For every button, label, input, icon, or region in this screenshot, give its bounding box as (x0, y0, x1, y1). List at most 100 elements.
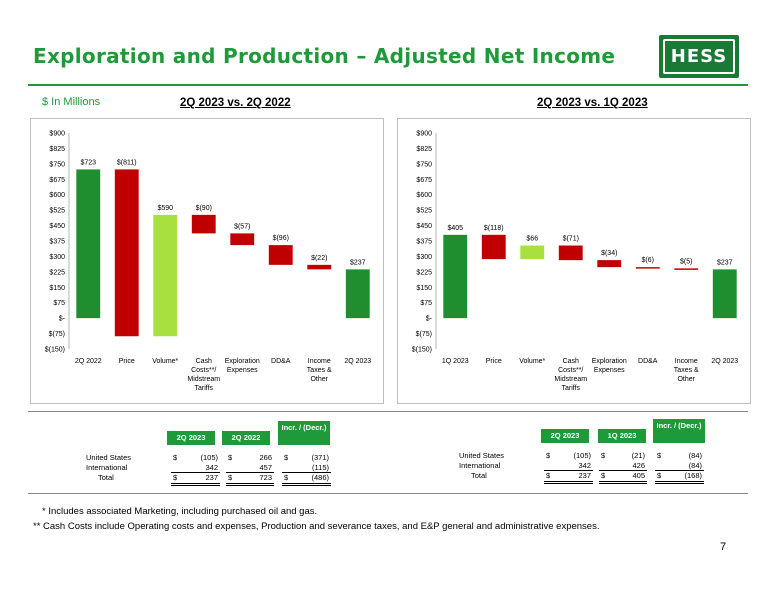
table-rule (655, 483, 704, 484)
waterfall-chart-left: $900 $825 $750 $675 $600 $525 $450 $375 $300 $225… (30, 118, 384, 404)
data-label: $(57) (234, 223, 250, 230)
waterfall-bar (76, 169, 101, 319)
category-label: Income Taxes & Other (674, 358, 699, 383)
table-left-header-2: 2Q 2022 (222, 431, 270, 445)
currency-symbol: $ (657, 451, 662, 460)
y-tick-label: $375 (416, 239, 432, 246)
category-label: Cash Costs**/Midstream Tariffs (187, 358, 220, 392)
table-row-label: Total (471, 471, 487, 480)
category-label: Price (119, 358, 135, 365)
table-rule (544, 481, 593, 482)
footnote-1: * Includes associated Marketing, includi… (42, 506, 318, 517)
waterfall-chart-right-svg: $900 $825 $750 $675 $600 $525 $450 $375 $300 $225… (412, 131, 739, 393)
category-label: Price (486, 358, 502, 365)
data-label: $(811) (117, 159, 137, 166)
table-rule (544, 483, 593, 484)
table-row-label: Total (98, 473, 114, 482)
table-rule (282, 472, 331, 473)
data-label: $237 (717, 259, 733, 266)
waterfall-bar (558, 245, 583, 261)
table-row-label: United States (459, 451, 505, 460)
table-divider-top (28, 411, 748, 412)
y-tick-label: $675 (416, 177, 432, 184)
y-tick-label: $825 (416, 146, 432, 153)
table-divider-bottom (28, 493, 748, 494)
currency-symbol: $ (228, 473, 233, 482)
table-rule (171, 483, 220, 484)
data-label: $(5) (680, 258, 692, 265)
waterfall-bar (230, 233, 255, 246)
data-label: $(118) (484, 225, 504, 232)
currency-symbol: $ (657, 471, 662, 480)
table-cell-value: 266 (259, 453, 272, 462)
waterfall-bar (345, 269, 370, 319)
y-tick-label: $825 (49, 146, 65, 153)
table-cell-value: 342 (578, 461, 591, 470)
table-rule (226, 472, 274, 473)
table-cell-value: (168) (684, 471, 702, 480)
table-right-header-2: 1Q 2023 (598, 429, 646, 443)
y-tick-label: $450 (416, 223, 432, 230)
table-cell-value: 457 (259, 463, 272, 472)
table-left-header-1: 2Q 2023 (167, 431, 215, 445)
table-rule (226, 483, 274, 484)
table-row-label: United States (86, 453, 132, 462)
y-tick-label: $150 (416, 285, 432, 292)
y-tick-label: $375 (49, 239, 65, 246)
waterfall-bar (520, 245, 545, 260)
category-label: DD&A (271, 358, 291, 365)
y-tick-label: $150 (49, 285, 65, 292)
category-label: Cash Costs**/Midstream Tariffs (554, 358, 587, 392)
currency-symbol: $ (173, 473, 178, 482)
currency-symbol: $ (601, 451, 606, 460)
y-tick-label: $750 (416, 161, 432, 168)
currency-symbol: $ (284, 453, 289, 462)
currency-symbol: $ (546, 451, 551, 460)
waterfall-bar (481, 234, 506, 260)
y-tick-label: $- (59, 316, 66, 323)
waterfall-bar (153, 214, 178, 337)
table-cell-value: 237 (578, 471, 591, 480)
waterfall-bar (114, 169, 139, 337)
data-label: $(96) (273, 235, 289, 242)
waterfall-bar (712, 269, 737, 319)
waterfall-bar (597, 260, 622, 268)
table-right-header-1: 2Q 2023 (541, 429, 589, 443)
y-tick-label: $300 (49, 254, 65, 261)
y-tick-label: $525 (416, 208, 432, 215)
y-tick-label: $600 (49, 192, 65, 199)
data-label: $66 (526, 236, 538, 243)
waterfall-chart-right: $900 $825 $750 $675 $600 $525 $450 $375 $300 $225… (397, 118, 751, 404)
category-label: DD&A (638, 358, 658, 365)
table-rule (171, 485, 220, 486)
currency-symbol: $ (228, 453, 233, 462)
y-tick-label: $900 (49, 131, 65, 138)
category-label: 1Q 2023 (442, 358, 469, 365)
y-tick-label: $225 (416, 269, 432, 276)
table-rule (282, 485, 331, 486)
logo-text: HESS (663, 39, 735, 74)
currency-symbol: $ (173, 453, 178, 462)
y-tick-label: $75 (420, 300, 432, 307)
category-label: Exploration Expenses (225, 358, 260, 374)
table-rule (599, 483, 647, 484)
table-right-header-3: Incr. / (Decr.) (653, 419, 705, 443)
table-cell-value: (486) (311, 473, 329, 482)
table-row-label: International (459, 461, 501, 470)
table-cell-value: (21) (631, 451, 645, 460)
chart-title-left: 2Q 2023 vs. 2Q 2022 (180, 97, 291, 109)
y-tick-label: $450 (49, 223, 65, 230)
y-tick-label: $225 (49, 269, 65, 276)
waterfall-chart-left-svg: $900 $825 $750 $675 $600 $525 $450 $375 $300 $225… (45, 131, 372, 393)
table-cell-value: 723 (259, 473, 272, 482)
data-label: $(22) (311, 255, 327, 262)
table-rule (655, 470, 704, 471)
waterfall-bar (307, 264, 332, 270)
y-tick-label: $750 (49, 161, 65, 168)
table-cell-value: (105) (573, 451, 591, 460)
page-title: Exploration and Production – Adjusted Ne… (33, 44, 616, 68)
table-cell-value: 342 (205, 463, 218, 472)
currency-symbol: $ (546, 471, 551, 480)
data-label: $(71) (563, 236, 579, 243)
y-tick-label: $(75) (49, 331, 65, 338)
